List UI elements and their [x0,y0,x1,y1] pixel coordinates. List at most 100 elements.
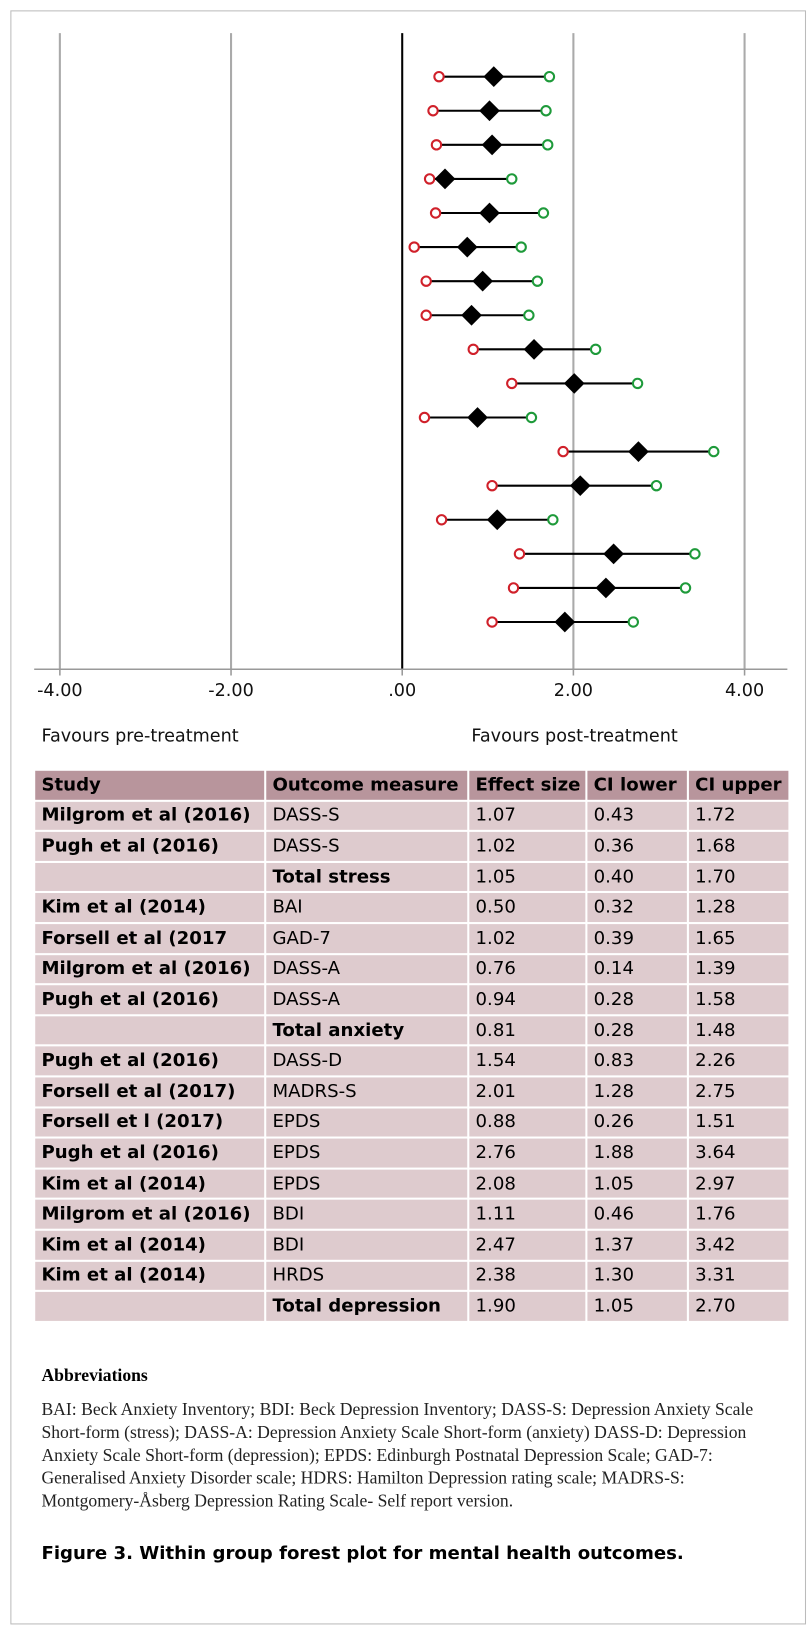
table-cell: Kim et al (2014) [35,893,265,923]
notes-heading: Abbreviations [41,1365,148,1386]
ci-upper [708,445,720,458]
table-cell: EPDS [266,1138,468,1168]
table-cell: 0.46 [587,1200,687,1229]
table-cell: BAI [266,893,468,923]
table-cell: 1.30 [587,1261,687,1290]
header-cell: Outcome measure [266,770,468,800]
ci-lower [467,343,479,356]
ci-upper [506,173,518,185]
effect-diamond [486,509,508,531]
table-cell: 0.14 [587,954,687,984]
ci-lower [429,207,442,219]
effect-diamond [523,338,545,360]
effect-diamond [479,100,500,122]
ci-upper [650,479,663,492]
table-cell: 1.28 [688,893,789,923]
table-cell: 1.90 [469,1291,586,1321]
table-cell: Kim et al (2014) [35,1261,265,1290]
table-cell: 0.94 [469,985,586,1014]
table-cell: 1.76 [688,1200,789,1229]
effect-diamond [479,202,500,224]
table-cell [35,862,265,892]
notes-text: BAI: Beck Anxiety Inventory; BDI: Beck D… [41,1399,754,1511]
table-cell: Forsell et l (2017) [35,1108,265,1137]
table-cell: BDI [266,1230,468,1260]
table-cell: 2.26 [688,1046,789,1076]
table-cell: Pugh et al (2016) [35,1046,265,1076]
table-cell: 2.08 [469,1169,586,1198]
header-cell: CI upper [688,770,789,800]
x-tick-label: 4.00 [725,681,764,701]
table-cell: 1.65 [688,924,789,953]
effect-diamond [595,577,617,599]
table-cell: BDI [266,1200,468,1229]
table-cell: 3.64 [688,1138,789,1168]
effect-diamond [628,441,649,462]
ci-lower [427,105,439,117]
ci-lower [420,309,432,321]
effect-diamond [434,168,456,190]
table-row: Forsell et l (2017) EPDS 0.88 0.26 1.51 [35,1108,789,1137]
table-cell: Pugh et al (2016) [35,832,265,861]
ci-lower [430,139,443,151]
table-body: Milgrom et al (2016) DASS-S 1.07 0.43 1.72 Pu… [35,801,789,1321]
table-cell: Pugh et al (2016) [35,985,265,1014]
ci-upper [542,139,554,151]
effect-diamond [467,407,488,428]
table-row: Pugh et al (2016) DASS-D 1.54 0.83 2.26 [35,1046,789,1076]
table-cell: Pugh et al (2016) [35,1138,265,1168]
table-cell: DASS-A [266,954,468,984]
ci-upper [540,105,552,117]
table-cell: DASS-D [266,1046,468,1076]
table-cell: 0.39 [587,924,687,953]
table-row: Forsell et al (2017) MADRS-S 2.01 1.28 2.75 [35,1077,789,1106]
ci-upper [525,411,538,424]
table-cell: Total anxiety [266,1016,468,1045]
table-cell: 1.48 [688,1016,789,1045]
table-cell: 1.54 [469,1046,586,1076]
table-cell [35,1291,265,1321]
table-cell: 2.97 [688,1169,789,1198]
table-cell: 2.75 [688,1077,789,1106]
table-cell [35,1016,265,1045]
ci-upper [515,241,527,253]
table-cell: 3.31 [688,1261,789,1290]
ci-upper [547,514,559,526]
table-cell: Forsell et al (2017 [35,924,265,953]
table-cell: Kim et al (2014) [35,1230,265,1260]
frame [10,10,807,1625]
ci-upper [679,582,692,594]
table-cell: Total stress [266,862,468,892]
table-cell: 1.05 [469,862,586,892]
table-cell: 1.70 [688,862,789,892]
ci-lower [408,241,420,253]
table-cell: 0.36 [587,832,687,861]
ci-upper [537,207,550,219]
effect-diamond [603,543,624,565]
x-tick-label: 2.00 [554,681,593,701]
table-row: Total depression 1.90 1.05 2.70 [35,1291,789,1321]
table-cell: 0.43 [587,801,687,831]
table-cell: GAD-7 [266,924,468,953]
table-cell: Forsell et al (2017) [35,1077,265,1106]
table-cell: 2.47 [469,1230,586,1260]
right-label: Favours post-treatment [471,727,677,747]
table-cell: 1.37 [587,1230,687,1260]
table-cell: 1.72 [688,801,789,831]
table-cell: 1.02 [469,924,586,953]
caption: Figure 3. Within group forest plot for m… [41,1543,684,1565]
table-row: Kim et al (2014) EPDS 2.08 1.05 2.97 [35,1169,789,1198]
table-cell: MADRS-S [266,1077,468,1106]
table-cell: HRDS [266,1261,468,1290]
forest-plot: -4.00 -2.00 .00 2.00 4.00 Favours pre-treatme… [34,33,788,747]
ci-upper [523,309,535,321]
table-cell: 0.88 [469,1108,586,1137]
effect-diamond [461,304,482,326]
ci-lower [418,411,431,424]
table-row: Pugh et al (2016) DASS-A 0.94 0.28 1.58 [35,985,789,1014]
x-tick-label: -4.00 [37,681,83,701]
table-cell: 3.42 [688,1230,789,1260]
header-cell: Study [35,770,265,800]
table-cell: 1.68 [688,832,789,861]
